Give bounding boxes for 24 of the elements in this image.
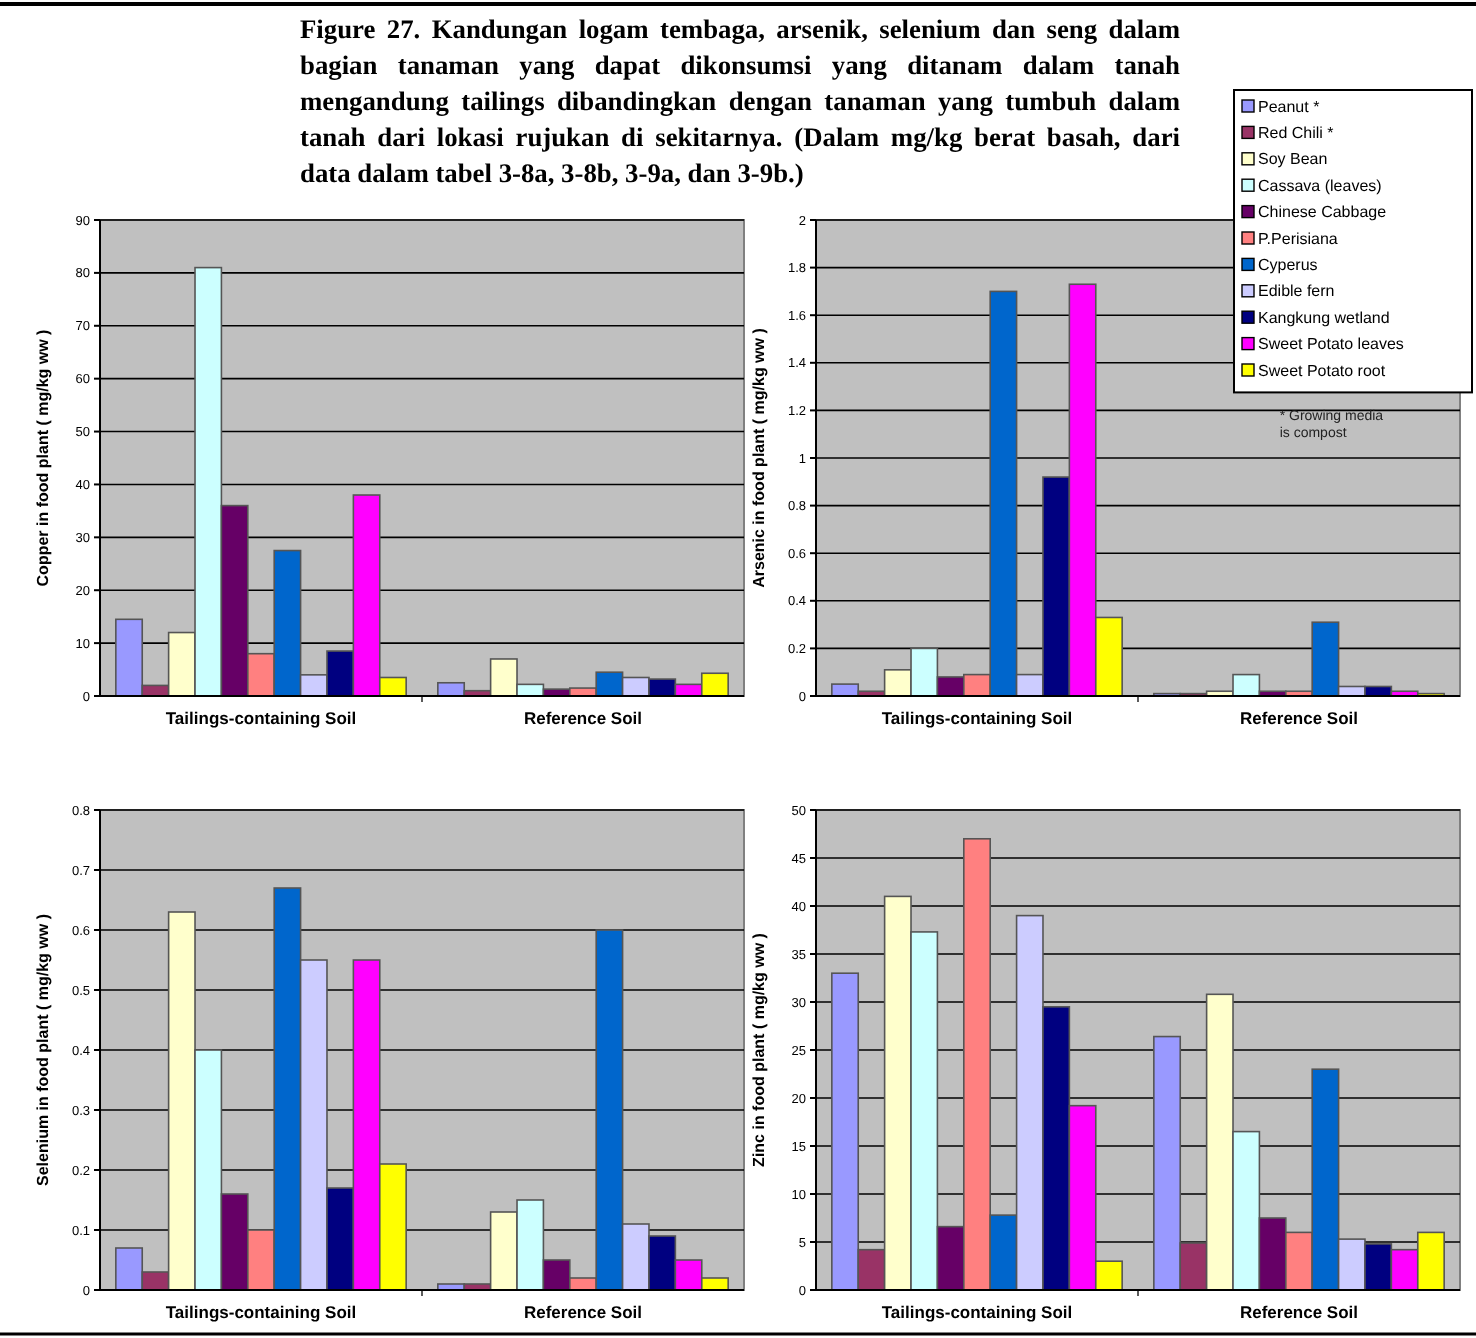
legend-label: Peanut * xyxy=(1258,97,1320,116)
y-axis-title: Copper in food plant ( mg/kg ww ) xyxy=(34,328,52,587)
x-tick-label: Reference Soil xyxy=(523,1302,643,1322)
x-tick-label: Tailings-containing Soil xyxy=(881,708,1073,728)
x-tick-label: Tailings-containing Soil xyxy=(881,1302,1073,1322)
x-tick-label: Reference Soil xyxy=(1239,708,1359,728)
legend-label: Chinese Cabbage xyxy=(1258,203,1388,222)
legend-label: Sweet Potato root xyxy=(1258,361,1387,380)
legend-label: Kangkung wetland xyxy=(1258,308,1390,327)
y-axis-title: Zinc in food plant ( mg/kg ww ) xyxy=(750,932,768,1167)
legend-label: Soy Bean xyxy=(1258,150,1328,169)
legend-label: Sweet Potato leaves xyxy=(1258,335,1404,354)
legend-label: Red Chili * xyxy=(1258,124,1334,142)
x-tick-label: Tailings-containing Soil xyxy=(165,708,357,728)
x-tick-label: Reference Soil xyxy=(523,708,643,728)
legend-label: Cassava (leaves) xyxy=(1258,176,1383,195)
chart-title: Figure 27. Kandungan logam tembaga, arsenik, selenium dan seng dalam bagian tanaman yang dapat dikonsumsi yang ditanam dalam tanah mengandung tailings dibandingkan dengan tanaman yang tumbuh dalam tanah dari lokasi rujukan di sekitarnya. (Dalam mg/kg berat basah, dari data dalam tabel 3-8a, 3-8b, 3-9a, dan 3-9b.) xyxy=(300,12,1180,192)
legend-label: Edible fern xyxy=(1258,282,1335,301)
legend-label: Cyperus xyxy=(1258,256,1318,274)
x-tick-label: Reference Soil xyxy=(1239,1302,1359,1322)
legend-label: P.Perisiana xyxy=(1258,229,1339,248)
y-axis-title: Selenium in food plant ( mg/kg ww ) xyxy=(34,913,52,1186)
y-axis-title: Arsenic in food plant ( mg/kg ww ) xyxy=(750,327,768,588)
x-tick-label: Tailings-containing Soil xyxy=(165,1302,357,1322)
